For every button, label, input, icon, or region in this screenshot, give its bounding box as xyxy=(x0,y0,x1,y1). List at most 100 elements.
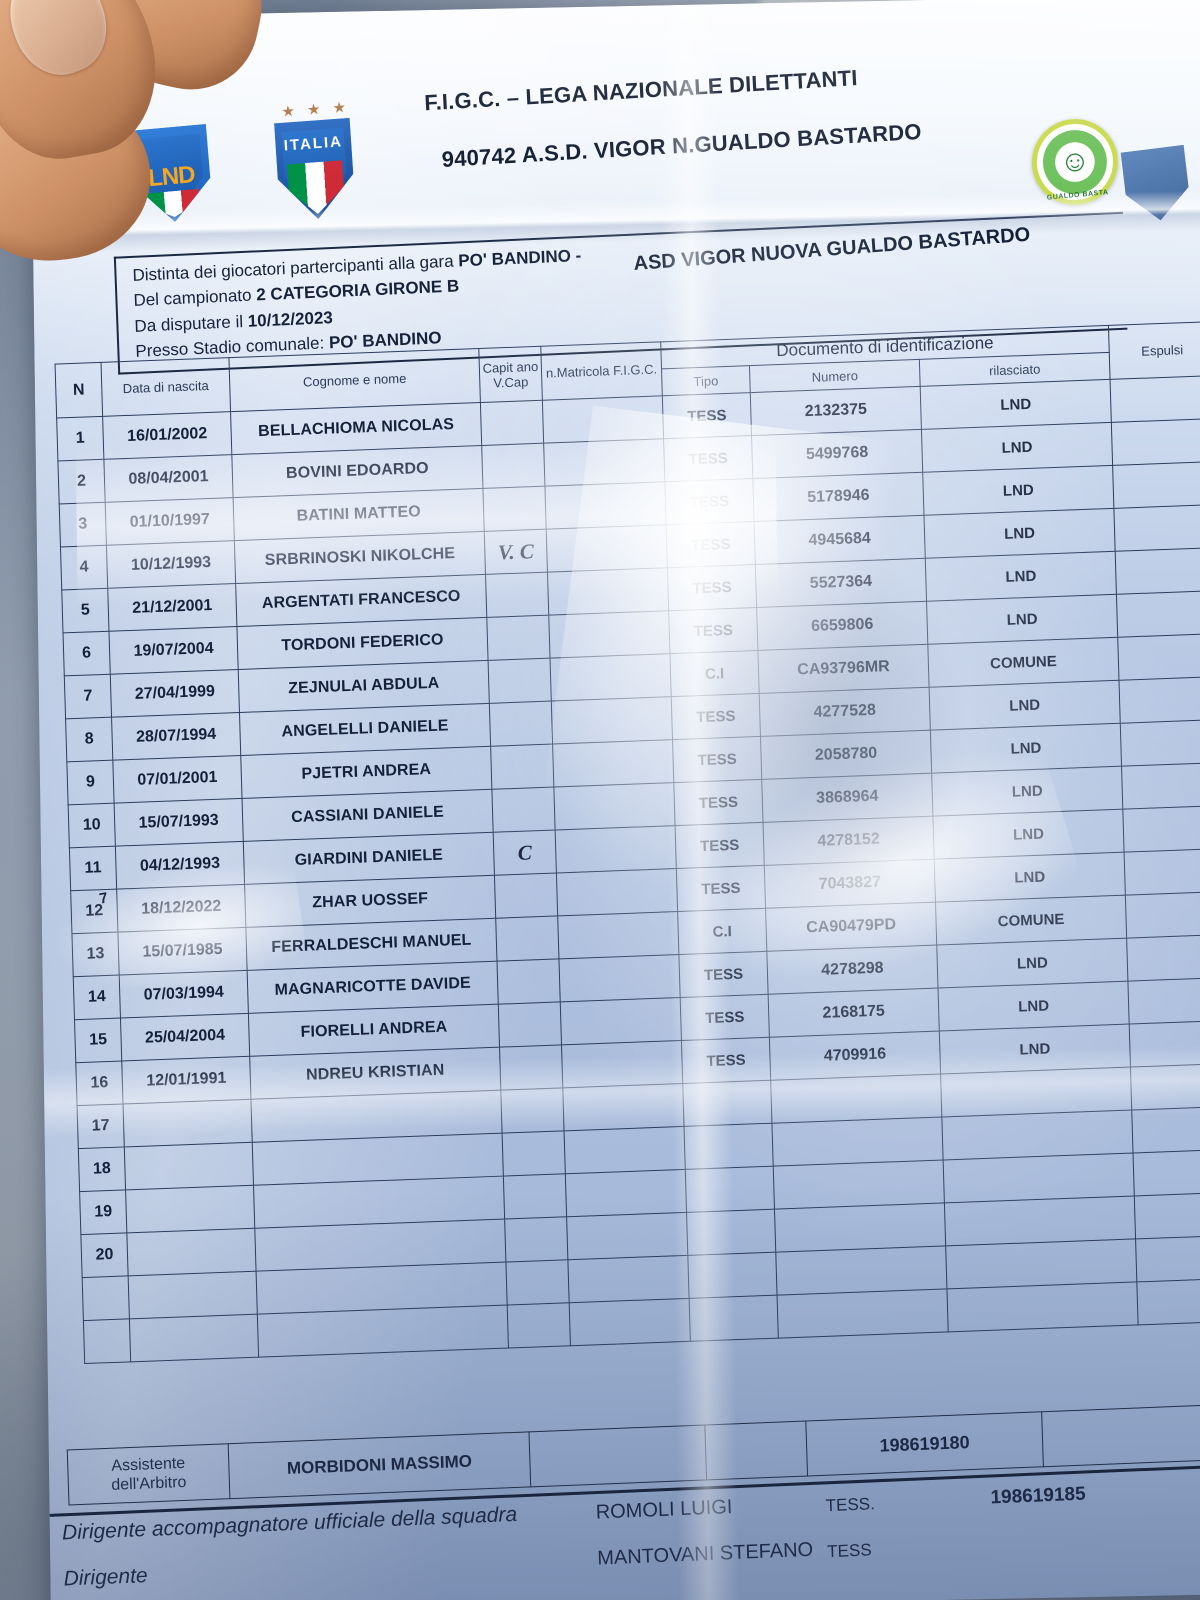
cell-captain-mark xyxy=(482,486,547,532)
cell-espulsi xyxy=(1125,891,1200,939)
col-header-matricola: n.Matricola F.I.G.C. xyxy=(540,341,663,401)
cell-captain-mark xyxy=(504,1216,568,1263)
cell-captain-mark xyxy=(489,701,553,747)
handwritten-captain-mark: V. C xyxy=(497,538,535,564)
cell-captain-mark: V. C xyxy=(484,529,548,575)
cell-doc-issuer xyxy=(944,1195,1136,1246)
cell-date-of-birth: 04/12/1993 xyxy=(115,841,245,890)
assistente-label-line2: dell'Arbitro xyxy=(111,1473,187,1494)
cell-matricola xyxy=(542,395,664,444)
cell-captain-mark xyxy=(481,443,545,489)
cell-matricola xyxy=(569,1298,691,1346)
cell-espulsi xyxy=(1113,504,1200,552)
cell-doc-number: 6659806 xyxy=(756,601,928,651)
cell-row-number: 9 xyxy=(66,760,115,805)
cell-row-number: 14 xyxy=(73,975,121,1020)
cell-doc-number: 2132375 xyxy=(750,386,922,436)
dirigente-accompagnatore-tipo: TESS. xyxy=(825,1494,876,1516)
cell-doc-type: TESS xyxy=(681,1037,771,1084)
cell-matricola xyxy=(561,1040,683,1088)
cell-matricola xyxy=(558,954,681,1002)
cell-doc-type: TESS xyxy=(666,521,756,568)
value-gara-left: PO' BANDINO - xyxy=(457,245,582,271)
vigor-crest-label: GUALDO BASTA xyxy=(1046,189,1109,202)
cell-matricola xyxy=(548,610,670,659)
cell-doc-issuer xyxy=(940,1067,1132,1117)
cell-row-number: 5 xyxy=(61,588,109,633)
cell-doc-issuer xyxy=(943,1152,1135,1203)
cell-espulsi xyxy=(1119,676,1200,724)
cell-captain-mark xyxy=(505,1259,570,1306)
cell-row-number: 20 xyxy=(80,1232,129,1278)
dirigente-tipo: TESS xyxy=(826,1540,872,1562)
cell-matricola xyxy=(567,1255,690,1303)
cell-row-number: 11 xyxy=(69,846,117,891)
cell-doc-number: 4709916 xyxy=(769,1031,941,1081)
cell-captain-mark xyxy=(496,958,561,1005)
cell-captain-mark xyxy=(495,915,559,962)
cell-doc-issuer: LND xyxy=(939,1024,1131,1075)
cell-espulsi xyxy=(1135,1235,1200,1282)
cell-doc-number xyxy=(777,1288,949,1339)
cell-doc-type: TESS xyxy=(673,779,764,826)
cell-espulsi xyxy=(1111,418,1200,466)
cell-espulsi xyxy=(1131,1106,1200,1153)
cell-doc-issuer: LND xyxy=(938,981,1130,1032)
cell-espulsi xyxy=(1129,1020,1200,1068)
cell-row-number xyxy=(82,1275,130,1321)
col-header-name: Cognome e nome xyxy=(228,348,481,412)
cell-espulsi xyxy=(1124,848,1200,896)
cell-matricola xyxy=(560,997,682,1045)
cell-doc-number: 4945684 xyxy=(754,515,926,565)
col-header-capitano: Capit ano V.Cap xyxy=(478,346,543,403)
dirigente-label: Dirigente xyxy=(63,1564,149,1591)
cell-doc-type: C.I xyxy=(669,650,760,697)
assistente-tipo-cell xyxy=(704,1421,808,1480)
cell-doc-issuer xyxy=(945,1238,1137,1289)
cell-doc-number: 5527364 xyxy=(755,558,927,608)
cell-doc-type: TESS xyxy=(667,564,757,611)
cell-matricola xyxy=(552,739,674,788)
cell-doc-type: TESS xyxy=(678,951,769,998)
cell-doc-number xyxy=(774,1202,946,1253)
roster-table: N Data di nascita Cognome e nome Capit a… xyxy=(55,321,1200,1364)
cell-doc-number: CA93796MR xyxy=(757,644,930,694)
cell-row-number xyxy=(83,1318,131,1364)
cell-doc-type xyxy=(687,1252,778,1299)
cell-captain-mark xyxy=(486,615,551,661)
label-campionato: Del campionato xyxy=(133,286,252,311)
cell-matricola xyxy=(551,696,673,745)
cell-row-number: 8 xyxy=(65,717,113,762)
cell-captain-mark xyxy=(502,1130,566,1177)
cell-doc-number: 4277528 xyxy=(759,687,931,737)
assistente-label: Assistente dell'Arbitro xyxy=(67,1443,230,1505)
cell-row-number: 17 xyxy=(77,1103,125,1149)
cell-doc-number: 3868964 xyxy=(761,773,933,823)
cell-matricola xyxy=(564,1126,686,1174)
cell-espulsi xyxy=(1121,762,1200,810)
distinta-document-sheet: LND ★ ★ ★ ★ ITALIA F.I.G.C. – LEGA NAZIO… xyxy=(30,0,1200,1600)
cell-date-of-birth xyxy=(124,1142,254,1190)
assistente-blank-cell xyxy=(528,1424,707,1487)
italia-crest-icon: ITALIA xyxy=(269,113,362,223)
cell-doc-number: CA90479PD xyxy=(765,902,937,952)
cell-date-of-birth: 07/01/2001 xyxy=(112,755,243,804)
cell-doc-number xyxy=(770,1074,942,1124)
value-disputare: 10/12/2023 xyxy=(247,307,334,331)
federation-title: F.I.G.C. – LEGA NAZIONALE DILETTANTI xyxy=(423,65,859,116)
col-header-tipo: Tipo xyxy=(661,365,751,396)
roster-table-wrapper: N Data di nascita Cognome e nome Capit a… xyxy=(55,321,1200,1364)
handwritten-number-correction: 7 xyxy=(97,889,109,908)
cell-matricola xyxy=(557,911,679,959)
cell-espulsi xyxy=(1120,719,1200,767)
cell-date-of-birth: 15/07/1993 xyxy=(114,798,244,847)
cell-matricola xyxy=(562,1083,684,1131)
cell-doc-number: 4278298 xyxy=(766,945,939,995)
cell-doc-number xyxy=(773,1159,945,1210)
assistente-label-line1: Assistente xyxy=(111,1454,186,1475)
cell-doc-type: TESS xyxy=(672,736,762,783)
cell-row-number: 3 xyxy=(59,502,107,547)
cell-doc-type: TESS xyxy=(668,607,758,654)
cell-doc-type: TESS xyxy=(663,435,753,482)
